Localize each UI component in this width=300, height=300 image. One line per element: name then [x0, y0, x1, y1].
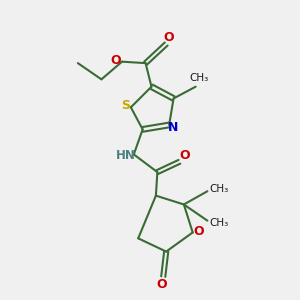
Text: O: O — [194, 225, 205, 239]
Text: O: O — [163, 31, 174, 44]
Text: O: O — [179, 149, 190, 162]
Text: CH₃: CH₃ — [209, 184, 228, 194]
Text: N: N — [168, 122, 179, 134]
Text: S: S — [121, 99, 130, 112]
Text: CH₃: CH₃ — [209, 218, 228, 228]
Text: HN: HN — [116, 149, 136, 162]
Text: O: O — [157, 278, 167, 291]
Text: O: O — [110, 54, 121, 67]
Text: CH₃: CH₃ — [190, 74, 209, 83]
